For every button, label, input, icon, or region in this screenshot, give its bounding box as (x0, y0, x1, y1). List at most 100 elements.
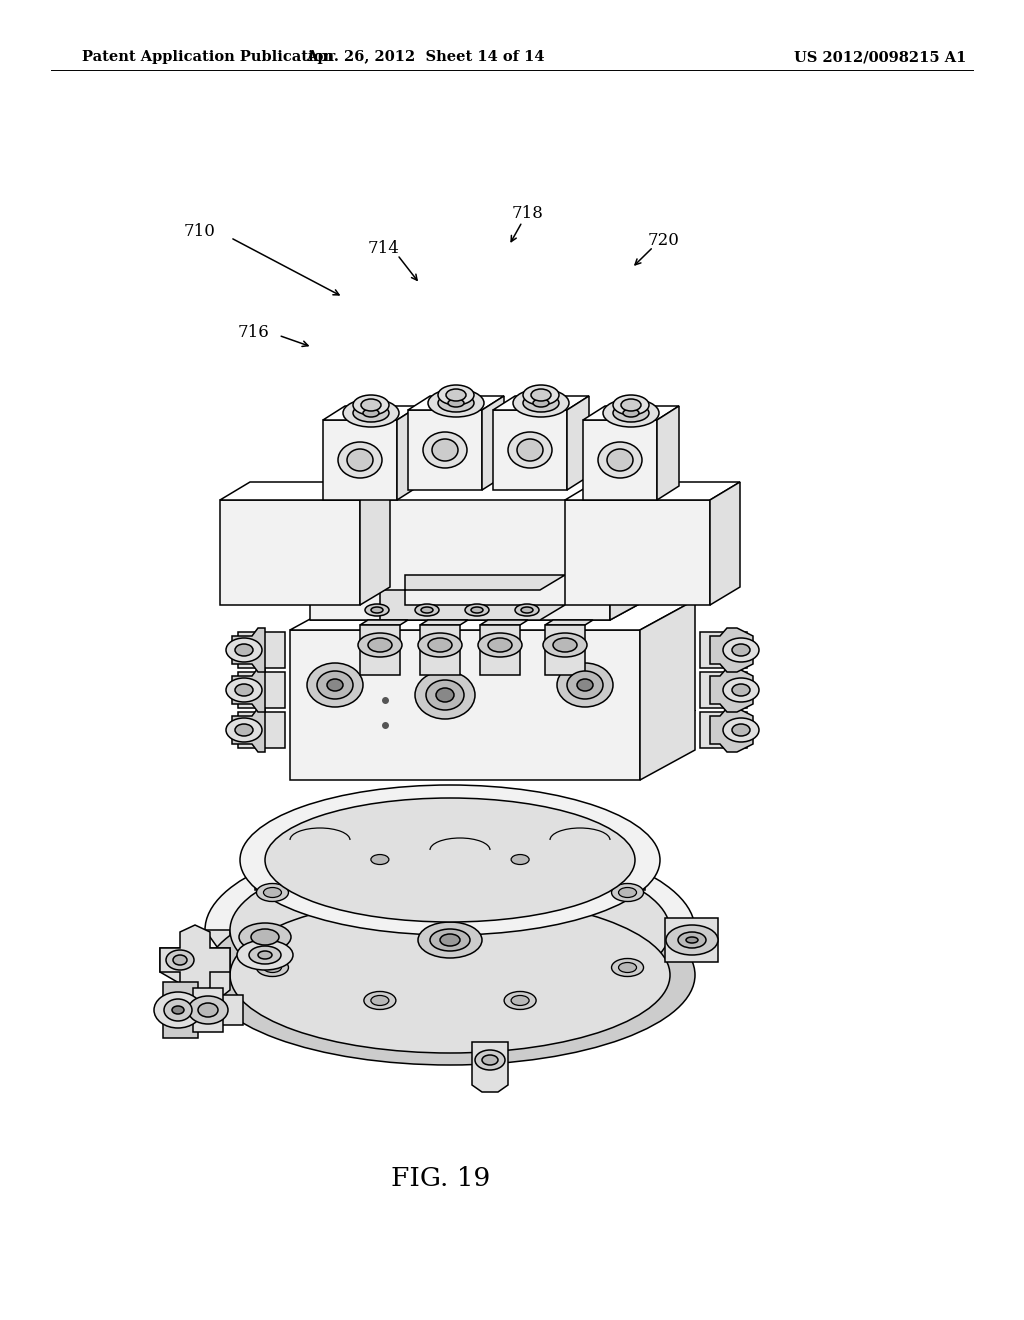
Ellipse shape (732, 723, 750, 737)
Polygon shape (700, 672, 746, 708)
Ellipse shape (415, 671, 475, 719)
Ellipse shape (249, 946, 281, 964)
Polygon shape (193, 987, 223, 1032)
Ellipse shape (436, 688, 454, 702)
Ellipse shape (226, 678, 262, 702)
Ellipse shape (517, 440, 543, 461)
Polygon shape (420, 624, 460, 675)
Ellipse shape (446, 389, 466, 401)
Polygon shape (610, 470, 665, 620)
Ellipse shape (557, 663, 613, 708)
Polygon shape (323, 407, 419, 420)
Polygon shape (493, 396, 589, 411)
Polygon shape (290, 630, 640, 780)
Ellipse shape (263, 887, 282, 898)
Ellipse shape (603, 399, 659, 426)
Ellipse shape (172, 1006, 184, 1014)
Ellipse shape (365, 605, 389, 616)
Polygon shape (163, 982, 198, 1038)
Polygon shape (408, 396, 504, 411)
Polygon shape (238, 672, 285, 708)
Text: Patent Application Publication: Patent Application Publication (82, 50, 334, 65)
Ellipse shape (504, 850, 537, 869)
Ellipse shape (686, 937, 698, 942)
Ellipse shape (432, 440, 458, 461)
Polygon shape (360, 624, 400, 675)
Polygon shape (583, 420, 657, 500)
Ellipse shape (430, 929, 470, 950)
Ellipse shape (678, 932, 706, 948)
Polygon shape (310, 500, 610, 620)
Ellipse shape (465, 605, 489, 616)
Ellipse shape (523, 393, 559, 412)
Ellipse shape (251, 929, 279, 945)
Ellipse shape (471, 607, 483, 612)
Ellipse shape (613, 404, 649, 422)
Polygon shape (482, 396, 504, 490)
Polygon shape (160, 925, 230, 995)
Polygon shape (232, 668, 265, 711)
Ellipse shape (423, 432, 467, 469)
Ellipse shape (478, 634, 522, 657)
Ellipse shape (240, 785, 660, 935)
Ellipse shape (230, 898, 670, 1053)
Ellipse shape (418, 634, 462, 657)
Ellipse shape (613, 395, 649, 414)
Polygon shape (360, 620, 408, 624)
Ellipse shape (317, 671, 353, 700)
Ellipse shape (611, 958, 643, 977)
Ellipse shape (523, 385, 559, 405)
Ellipse shape (234, 684, 253, 696)
Ellipse shape (428, 638, 452, 652)
Polygon shape (710, 628, 753, 672)
Ellipse shape (482, 1055, 498, 1065)
Ellipse shape (438, 393, 474, 412)
Ellipse shape (307, 663, 362, 708)
Polygon shape (640, 601, 695, 780)
Ellipse shape (205, 836, 695, 1026)
Ellipse shape (205, 884, 695, 1065)
Ellipse shape (543, 634, 587, 657)
Ellipse shape (154, 993, 202, 1028)
Text: 720: 720 (647, 232, 680, 248)
Ellipse shape (371, 995, 389, 1006)
Ellipse shape (237, 940, 293, 970)
Polygon shape (220, 500, 360, 605)
Polygon shape (205, 931, 695, 975)
Polygon shape (710, 482, 740, 605)
Polygon shape (480, 624, 520, 675)
Polygon shape (380, 576, 565, 620)
Polygon shape (472, 1041, 508, 1092)
Ellipse shape (415, 605, 439, 616)
Polygon shape (548, 890, 592, 900)
Ellipse shape (364, 850, 396, 869)
Polygon shape (565, 482, 740, 500)
Polygon shape (290, 601, 695, 630)
Ellipse shape (338, 442, 382, 478)
Polygon shape (238, 632, 285, 668)
Ellipse shape (258, 950, 272, 960)
Text: US 2012/0098215 A1: US 2012/0098215 A1 (794, 50, 966, 65)
Ellipse shape (567, 671, 603, 700)
Ellipse shape (449, 399, 464, 407)
Polygon shape (480, 620, 528, 624)
Ellipse shape (353, 404, 389, 422)
Ellipse shape (428, 880, 472, 899)
Ellipse shape (308, 880, 352, 899)
Text: FIG. 19: FIG. 19 (391, 1167, 489, 1191)
Ellipse shape (263, 962, 282, 973)
Ellipse shape (198, 1003, 218, 1016)
Polygon shape (408, 411, 482, 490)
Ellipse shape (371, 854, 389, 865)
Polygon shape (565, 500, 710, 605)
Text: 714: 714 (368, 240, 400, 256)
Ellipse shape (234, 644, 253, 656)
Ellipse shape (598, 442, 642, 478)
Ellipse shape (618, 962, 637, 973)
Polygon shape (545, 620, 593, 624)
Polygon shape (665, 917, 718, 962)
Ellipse shape (623, 409, 639, 417)
Ellipse shape (166, 950, 194, 970)
Ellipse shape (164, 999, 193, 1020)
Polygon shape (700, 711, 746, 748)
